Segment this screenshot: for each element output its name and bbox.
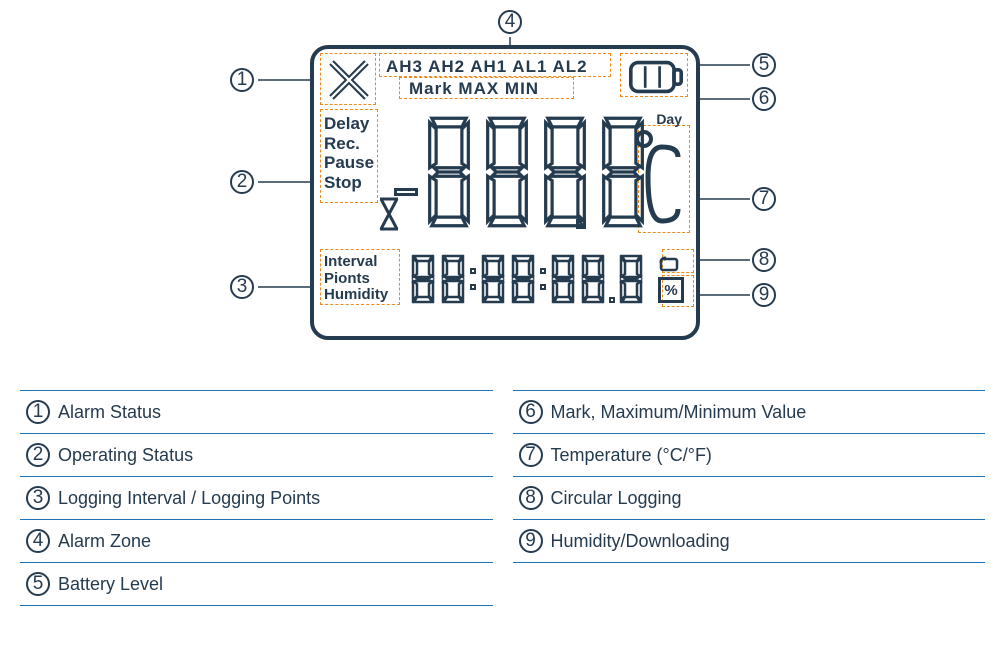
operating-status: Delay Rec. Pause Stop (324, 114, 374, 192)
legend-num: 8 (519, 486, 543, 510)
legend-text: Humidity/Downloading (551, 531, 730, 552)
sdigit-6 (579, 253, 607, 305)
legend-row: 4 Alarm Zone (20, 519, 493, 562)
sdigit-7 (617, 253, 645, 305)
status-pause: Pause (324, 153, 374, 173)
callout-num-7: 7 (752, 187, 776, 211)
lbl-interval: Interval (324, 254, 388, 271)
legend-row: 3 Logging Interval / Logging Points (20, 476, 493, 519)
legend-row: 1 Alarm Status (20, 390, 493, 433)
callout-8: 8 (752, 248, 776, 272)
callout-3: 3 (230, 275, 254, 299)
legend-num: 6 (519, 400, 543, 424)
callout-num-9: 9 (752, 283, 776, 307)
time-reading (409, 253, 645, 305)
legend-text: Circular Logging (551, 488, 682, 509)
legend-num: 9 (519, 529, 543, 553)
callout-num-8: 8 (752, 248, 776, 272)
callout-num-1: 1 (230, 68, 254, 92)
legend-row: 5 Battery Level (20, 562, 493, 606)
callout-num-4: 4 (498, 10, 522, 34)
legend-text: Operating Status (58, 445, 193, 466)
callout-num-6: 6 (752, 87, 776, 111)
callout-2: 2 (230, 170, 254, 194)
legend-row: 7 Temperature (°C/°F) (513, 433, 986, 476)
interval-block: Interval Pionts Humidity (324, 254, 388, 304)
lcd-diagram: 1 2 3 4 5 6 7 8 9 (230, 15, 790, 370)
mark-max-min: Mark MAX MIN (409, 79, 539, 99)
colon-2 (539, 268, 547, 290)
lbl-points: Pionts (324, 271, 388, 288)
callout-6: 6 (752, 87, 776, 111)
status-rec: Rec. (324, 134, 374, 154)
legend-text: Mark, Maximum/Minimum Value (551, 402, 807, 423)
callout-num-2: 2 (230, 170, 254, 194)
sdigit-1 (409, 253, 437, 305)
callout-1: 1 (230, 68, 254, 92)
colon-1 (469, 268, 477, 290)
callout-num-5: 5 (752, 53, 776, 77)
callout-num-3: 3 (230, 275, 254, 299)
status-delay: Delay (324, 114, 374, 134)
sdigit-4 (509, 253, 537, 305)
digit-1 (422, 114, 476, 230)
battery-icon (628, 59, 684, 95)
legend-col-left: 1 Alarm Status 2 Operating Status 3 Logging… (20, 390, 493, 606)
minus-sign (394, 188, 418, 196)
legend-row: 8 Circular Logging (513, 476, 986, 519)
callout-9: 9 (752, 283, 776, 307)
digit-3 (538, 114, 592, 230)
circular-logging-icon (658, 255, 682, 273)
callout-4: 4 (498, 10, 522, 34)
deg-c-icon (634, 127, 682, 227)
legend-num: 5 (26, 572, 50, 596)
legend-row: 6 Mark, Maximum/Minimum Value (513, 390, 986, 433)
legend-table: 1 Alarm Status 2 Operating Status 3 Logging… (20, 390, 985, 606)
sdigit-3 (479, 253, 507, 305)
legend-num: 4 (26, 529, 50, 553)
sdigit-5 (549, 253, 577, 305)
percent-icon: % (658, 277, 684, 303)
lcd-panel: AH3 AH2 AH1 AL1 AL2 Mark MAX MIN Delay R… (310, 45, 700, 340)
callout-5: 5 (752, 53, 776, 77)
alarm-x-icon (326, 57, 372, 103)
sdigit-2 (439, 253, 467, 305)
day-label: Day (656, 111, 682, 127)
legend-text: Battery Level (58, 574, 163, 595)
alarm-zone-labels: AH3 AH2 AH1 AL1 AL2 (386, 57, 588, 77)
legend-row: 9 Humidity/Downloading (513, 519, 986, 563)
legend-text: Temperature (°C/°F) (551, 445, 712, 466)
legend-text: Alarm Status (58, 402, 161, 423)
lbl-humidity: Humidity (324, 287, 388, 304)
small-decimal (609, 297, 615, 303)
legend-num: 7 (519, 443, 543, 467)
decimal-point (576, 219, 586, 229)
main-reading (394, 114, 650, 230)
legend-text: Alarm Zone (58, 531, 151, 552)
legend-row: 2 Operating Status (20, 433, 493, 476)
digit-2 (480, 114, 534, 230)
legend-num: 1 (26, 400, 50, 424)
legend-col-right: 6 Mark, Maximum/Minimum Value 7 Temperatur… (513, 390, 986, 606)
legend-num: 2 (26, 443, 50, 467)
legend-num: 3 (26, 486, 50, 510)
callout-7: 7 (752, 187, 776, 211)
status-stop: Stop (324, 173, 374, 193)
legend-text: Logging Interval / Logging Points (58, 488, 320, 509)
